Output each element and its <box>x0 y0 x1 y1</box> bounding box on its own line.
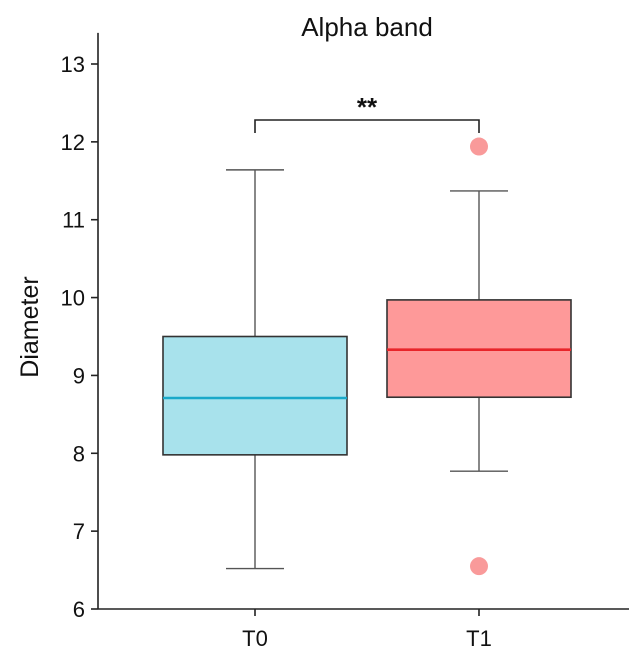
y-tick-label: 9 <box>73 363 85 388</box>
outlier-point <box>470 137 488 156</box>
y-tick-label: 12 <box>61 130 85 155</box>
significance-bracket <box>254 119 480 133</box>
y-tick-label: 13 <box>61 52 85 77</box>
y-tick-label: 10 <box>61 286 85 311</box>
chart-title: Alpha band <box>301 12 433 42</box>
y-tick-label: 6 <box>73 597 85 622</box>
y-axis-label: Diameter <box>16 276 44 377</box>
y-tick-label: 7 <box>73 519 85 544</box>
significance-label: ** <box>357 92 378 122</box>
y-tick-label: 11 <box>62 208 85 233</box>
x-tick-label: T1 <box>466 626 492 651</box>
outlier-point <box>470 557 488 576</box>
x-tick-label: T0 <box>242 626 268 651</box>
plot-area: 6 7 8 9 10 11 12 13 T0 T1 ** <box>61 32 629 651</box>
y-tick-label: 8 <box>73 441 85 466</box>
box-t0 <box>162 335 348 456</box>
